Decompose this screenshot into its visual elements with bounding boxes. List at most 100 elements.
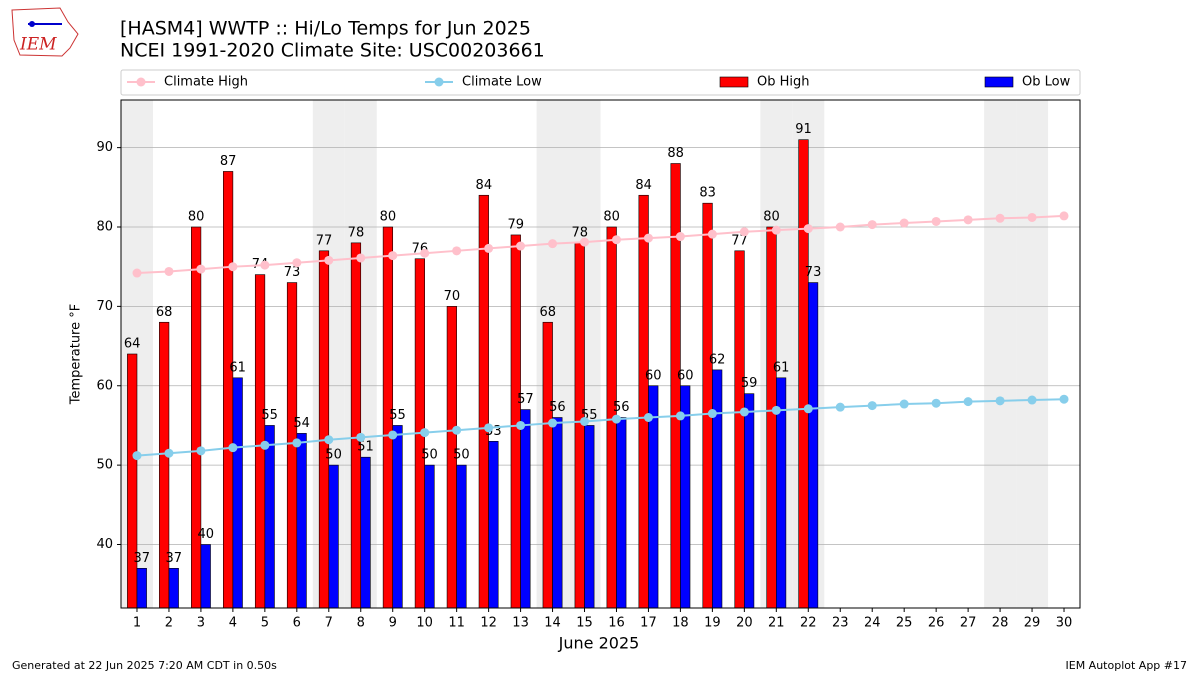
data-label: 88 [667,146,684,161]
bar [744,393,755,609]
data-label: 57 [517,392,534,407]
bar [478,194,489,609]
data-label: 73 [284,265,301,280]
legend-box [120,69,1081,96]
series-marker [643,233,653,243]
data-label: 55 [261,408,278,423]
legend-swatch [984,76,1014,88]
series-marker [452,246,462,256]
data-label: 84 [476,178,493,193]
data-label: 84 [635,178,652,193]
x-tick-label: 23 [832,616,849,631]
data-label: 40 [197,527,214,542]
bar [222,171,234,609]
series-marker [484,243,494,253]
series-marker [995,213,1005,223]
series-marker [292,258,302,268]
series-marker [548,418,558,428]
series-marker [643,413,653,422]
bar [520,409,531,609]
bar [488,441,499,609]
series-marker [803,224,813,234]
series-line [136,214,1065,275]
series-marker [995,396,1005,406]
data-label: 80 [603,210,620,225]
y-tick-label: 40 [96,537,113,552]
x-tick-label: 1 [133,616,141,631]
series-marker [356,432,366,442]
series-marker [196,446,206,456]
y-tick-label: 50 [96,458,113,473]
bar [456,464,467,609]
x-tick-label: 19 [704,616,721,631]
data-label: 73 [805,265,822,280]
legend-label: Ob High [757,75,810,90]
data-label: 80 [763,210,780,225]
bar [798,139,809,609]
series-marker [707,409,717,419]
data-label: 80 [188,210,205,225]
series-marker [356,253,366,263]
bar [127,353,138,609]
x-tick-label: 4 [229,616,237,631]
legend-marker [136,77,146,87]
series-marker [388,430,398,440]
bar [350,242,362,609]
data-label: 55 [389,408,406,423]
series-marker [164,448,174,458]
data-label: 68 [539,305,556,320]
bar [552,417,563,609]
bar [200,544,211,609]
series-marker [292,438,302,448]
data-label: 61 [773,360,790,375]
series-marker [1059,394,1069,404]
x-tick-label: 3 [197,616,205,631]
bar [318,250,330,609]
series-marker [132,268,142,278]
data-label: 77 [316,233,333,248]
data-label: 60 [645,368,662,383]
series-marker [899,218,909,228]
legend-swatch [719,76,749,88]
x-tick-label: 26 [928,616,945,631]
series-marker [739,407,749,417]
x-tick-label: 10 [416,616,433,631]
data-label: 62 [709,352,726,367]
data-label: 50 [453,448,470,463]
x-tick-label: 6 [293,616,301,631]
series-marker [260,260,270,270]
series-marker [324,435,334,445]
x-tick-label: 29 [1024,616,1041,631]
series-marker [771,405,781,415]
series-marker [324,255,334,265]
x-tick-label: 7 [325,616,333,631]
bar [328,464,339,609]
data-label: 83 [699,186,716,201]
x-tick-label: 2 [165,616,173,631]
data-label: 87 [220,154,237,169]
data-label: 54 [293,416,310,431]
series-line [136,398,1065,457]
series-marker [835,222,845,232]
data-label: 61 [229,360,246,375]
bar [424,464,435,609]
bar [296,433,307,609]
data-label: 68 [156,305,173,320]
logo-outline [11,7,79,57]
y-tick-label: 60 [96,378,113,393]
x-tick-label: 30 [1056,616,1073,631]
bar [392,425,403,609]
bar [638,194,649,609]
x-axis-label: June 2025 [558,634,640,653]
series-marker [388,251,398,261]
series-marker [580,416,590,426]
weekend-shade [1016,100,1049,608]
x-tick-label: 16 [608,616,625,631]
x-tick-label: 22 [800,616,817,631]
series-marker [420,428,430,438]
x-tick-label: 15 [576,616,593,631]
legend-label: Climate High [164,75,248,90]
bar [232,377,243,609]
plot-frame [120,99,1081,609]
